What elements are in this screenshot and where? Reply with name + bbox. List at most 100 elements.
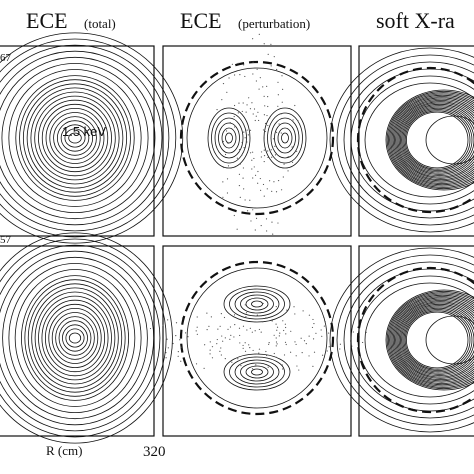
contour xyxy=(267,366,269,368)
contour xyxy=(425,315,474,365)
contour xyxy=(229,288,285,320)
contour xyxy=(252,113,254,115)
contour xyxy=(239,163,241,165)
contour xyxy=(49,112,101,164)
contour xyxy=(321,335,323,337)
contour xyxy=(275,356,278,358)
contour xyxy=(271,221,273,223)
contour xyxy=(300,337,302,339)
title-main: soft X-ra xyxy=(376,8,455,33)
contour xyxy=(293,306,295,308)
contour xyxy=(251,368,254,370)
contour xyxy=(385,89,474,191)
contour xyxy=(234,291,280,317)
contour xyxy=(177,351,179,353)
contour xyxy=(258,328,261,331)
contour xyxy=(277,105,279,107)
contour xyxy=(243,131,245,133)
contour xyxy=(227,142,229,144)
contour xyxy=(260,224,262,227)
contour xyxy=(259,189,262,191)
contour xyxy=(271,156,273,158)
contour xyxy=(257,119,260,122)
contour xyxy=(323,316,325,318)
contour xyxy=(55,316,95,360)
contour xyxy=(236,157,238,159)
contour xyxy=(283,354,286,356)
contour xyxy=(249,152,252,154)
contour xyxy=(266,114,268,117)
contour xyxy=(328,346,330,348)
contour xyxy=(262,129,265,131)
contour xyxy=(244,137,246,139)
contour xyxy=(298,369,300,371)
contour xyxy=(31,287,119,389)
contour xyxy=(229,356,285,388)
contour xyxy=(246,210,249,212)
contour xyxy=(252,209,254,211)
contour xyxy=(277,140,279,142)
contour xyxy=(181,317,184,319)
contour xyxy=(277,94,279,96)
contour xyxy=(267,124,269,127)
contour xyxy=(265,350,267,353)
contour xyxy=(401,306,474,374)
contour xyxy=(249,347,251,349)
contour xyxy=(249,199,251,201)
contour xyxy=(0,44,170,232)
contour xyxy=(282,176,284,178)
contour xyxy=(211,112,247,164)
contour xyxy=(179,339,181,341)
contour xyxy=(237,358,239,360)
contour xyxy=(22,83,128,193)
contour xyxy=(238,327,241,329)
contour xyxy=(245,365,269,379)
contour xyxy=(165,357,167,359)
contour xyxy=(258,348,261,350)
contour xyxy=(252,61,254,63)
contour xyxy=(248,344,250,346)
contour xyxy=(290,330,292,332)
contour xyxy=(240,365,242,367)
contour xyxy=(249,327,251,329)
contour xyxy=(267,112,303,164)
contour xyxy=(266,188,268,190)
contour xyxy=(233,214,235,217)
contour xyxy=(276,343,278,345)
contour xyxy=(249,129,252,131)
contour xyxy=(406,111,469,169)
contour xyxy=(223,166,225,169)
title-sub: (total) xyxy=(84,16,116,31)
contour xyxy=(398,303,474,377)
contour xyxy=(219,350,221,352)
contour xyxy=(282,88,284,90)
contour xyxy=(394,98,474,182)
contour xyxy=(273,334,275,336)
contour xyxy=(398,103,474,177)
contour xyxy=(264,122,267,125)
contour xyxy=(195,363,198,365)
contour xyxy=(320,329,322,331)
contour xyxy=(195,330,197,332)
contour xyxy=(149,327,152,330)
contour xyxy=(285,333,287,335)
contour xyxy=(241,110,243,113)
contour xyxy=(265,354,268,357)
contour xyxy=(277,127,293,149)
contour xyxy=(0,32,184,244)
contour xyxy=(294,341,296,343)
contour xyxy=(209,349,211,351)
contour xyxy=(239,196,241,198)
contour xyxy=(241,142,243,144)
contour xyxy=(242,167,245,169)
contours xyxy=(0,32,474,444)
contour xyxy=(249,108,252,110)
contour xyxy=(196,326,198,328)
contour xyxy=(229,326,232,328)
title-sub: (perturbation) xyxy=(238,16,310,31)
contour xyxy=(281,75,283,77)
contour xyxy=(276,68,278,71)
contour xyxy=(229,338,231,340)
contour xyxy=(391,96,474,184)
contour xyxy=(56,120,94,156)
